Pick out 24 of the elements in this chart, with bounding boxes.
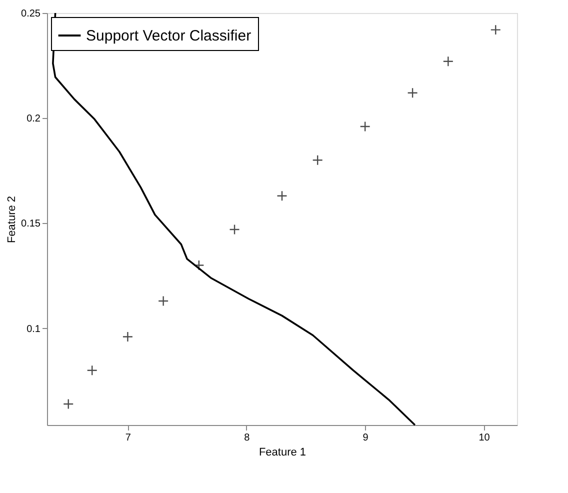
point [63,398,74,410]
point [122,331,134,342]
legend-label: Support Vector Classifier [86,28,252,44]
point [442,56,454,67]
y-axis-title: Feature 2 [6,196,18,244]
y-tick-label: 0.15 [21,218,41,230]
point [360,121,370,132]
x-tick-label: 10 [478,432,490,444]
point [407,88,418,98]
x-tick-label: 8 [244,432,250,444]
y-tick-label: 0.2 [26,114,41,125]
x-axis-title: Feature 1 [258,446,306,458]
point [86,365,98,376]
x-tick-label: 7 [125,432,132,444]
line-series [52,12,416,426]
point [194,260,204,271]
point [158,296,169,306]
y-tick-label: 0.25 [21,8,41,20]
x-tick-label: 9 [362,432,369,444]
point [490,24,501,36]
point [276,190,288,202]
y-tick-label: 0.1 [26,324,41,335]
point [229,224,240,235]
point [312,154,323,166]
